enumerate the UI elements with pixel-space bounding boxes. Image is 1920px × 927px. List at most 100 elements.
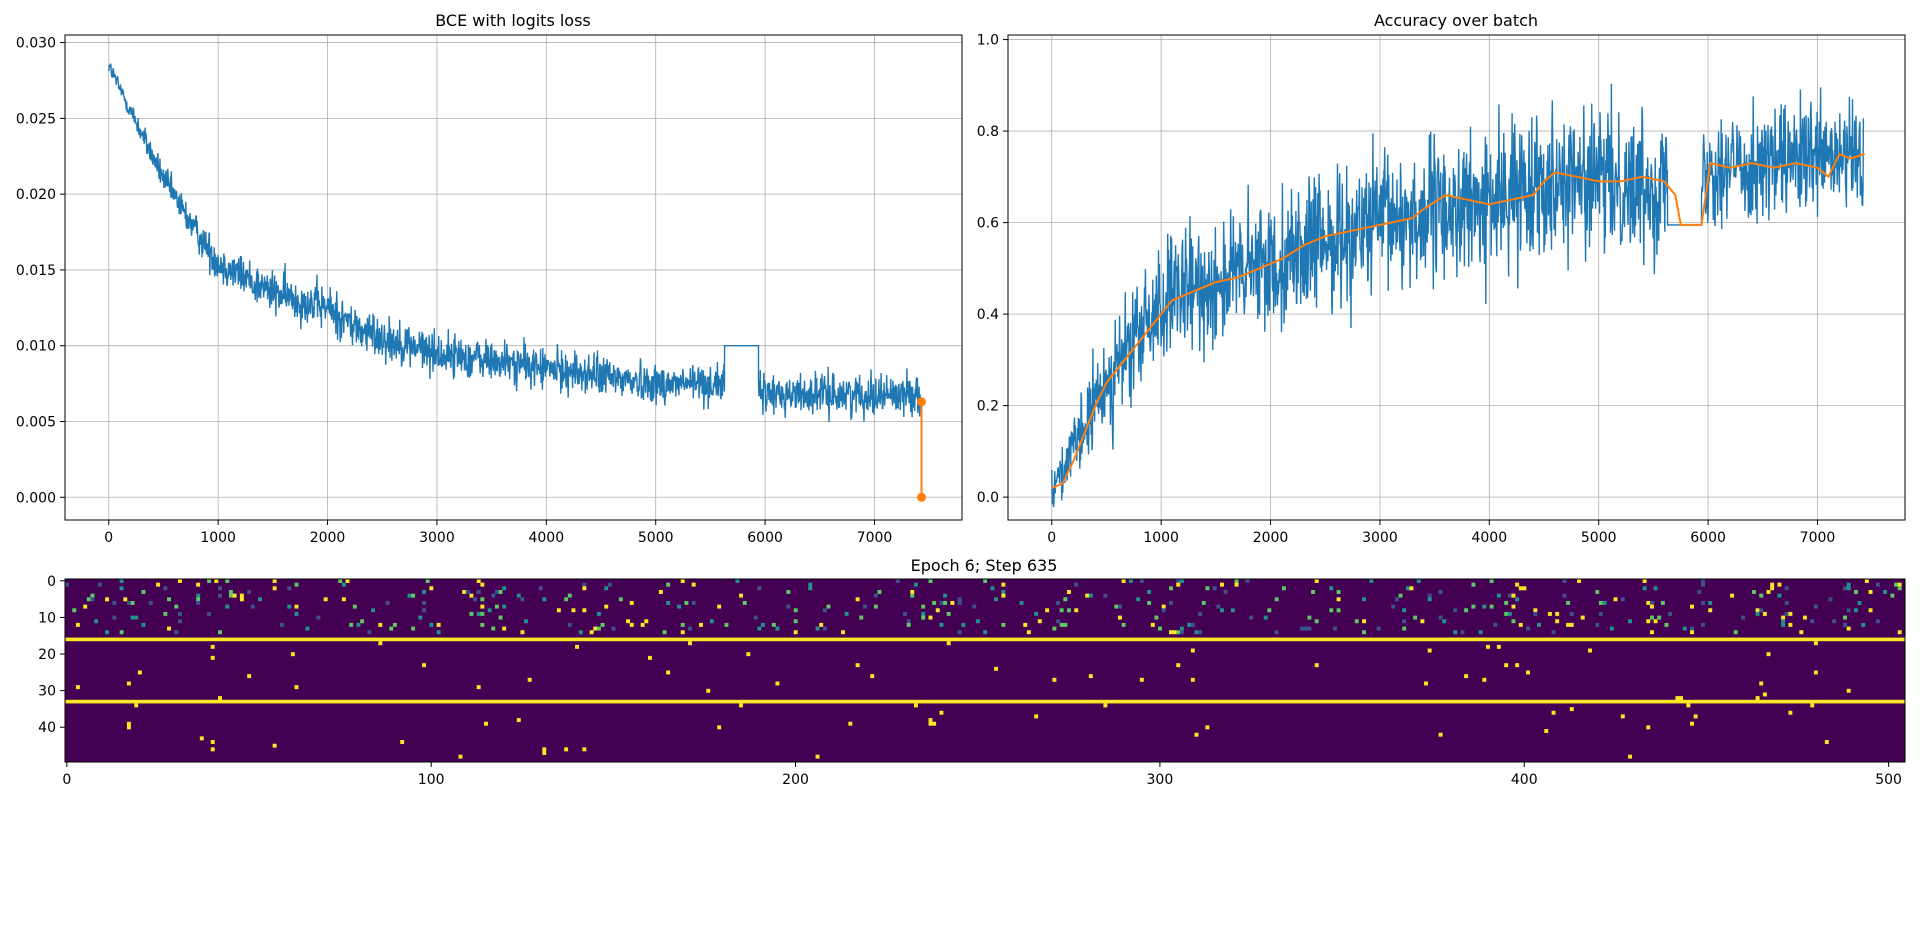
x-tick-label: 3000 — [1362, 530, 1398, 546]
heatmap-cell — [126, 725, 131, 730]
heatmap-cell — [130, 600, 135, 605]
heatmap-cell — [819, 622, 824, 627]
heatmap-cell — [1220, 608, 1224, 613]
heatmap-cell — [1216, 604, 1221, 609]
heatmap-cell — [677, 604, 682, 609]
heatmap-cell — [126, 681, 131, 686]
heatmap-cell — [1580, 615, 1585, 620]
heatmap-cell — [1427, 593, 1432, 598]
heatmap-cell — [385, 600, 390, 605]
heatmap-cell — [1478, 630, 1483, 635]
heatmap-cell — [873, 604, 878, 609]
y-tick-label: 0 — [47, 574, 56, 590]
heatmap-cell — [1843, 622, 1848, 627]
y-tick-label: 20 — [38, 647, 56, 663]
heatmap-cell — [134, 615, 139, 620]
accuracy-chart-grid — [1008, 35, 1905, 520]
heatmap-cell — [134, 703, 139, 708]
y-tick-label: 0.2 — [977, 399, 999, 415]
heatmap-y-axis: 0 10 20 30 40 — [38, 574, 65, 736]
heatmap-cell — [567, 593, 572, 598]
heatmap-cell — [972, 604, 977, 609]
heatmap-cell — [1489, 604, 1494, 609]
heatmap-cell — [1311, 589, 1316, 594]
x-tick-label: 300 — [1147, 772, 1174, 788]
heatmap-cell — [476, 579, 481, 583]
heatmap-cell — [480, 604, 485, 609]
heatmap-cell — [578, 630, 583, 635]
heatmap-cell — [1026, 630, 1031, 635]
heatmap-cell — [1303, 626, 1308, 631]
heatmap-cell — [1649, 630, 1654, 635]
heatmap-cell — [542, 751, 547, 755]
heatmap-cell — [1482, 604, 1487, 609]
heatmap-cell — [1526, 670, 1531, 675]
heatmap-cell — [1245, 579, 1250, 583]
heatmap-cell — [1660, 600, 1665, 605]
heatmap-cell — [1496, 644, 1501, 649]
heatmap-cell — [1595, 622, 1600, 627]
y-tick-label: 0.025 — [16, 111, 56, 127]
heatmap-cell — [1897, 630, 1902, 635]
heatmap-cell — [1653, 619, 1658, 624]
heatmap-cell — [1362, 597, 1367, 602]
heatmap-cell — [1813, 641, 1818, 646]
heatmap-cell — [1781, 619, 1786, 624]
heatmap-cell — [757, 586, 762, 591]
heatmap-cell — [1700, 582, 1705, 587]
heatmap-cell — [1784, 600, 1789, 605]
heatmap-cell — [1897, 582, 1902, 587]
loss-chart-x-axis: 0 1000 2000 3000 4000 5000 6000 7000 — [104, 520, 892, 546]
x-tick-label: 1000 — [1143, 530, 1179, 546]
series-line-noisy — [108, 63, 922, 423]
heatmap-cell — [629, 622, 634, 627]
heatmap-cell — [1001, 582, 1006, 587]
heatmap-cell — [1777, 582, 1782, 587]
series-line-smoothed — [1051, 152, 1865, 489]
heatmap-cell — [480, 582, 485, 587]
heatmap-cell — [163, 586, 168, 591]
heatmap-cell — [600, 622, 605, 627]
heatmap-cell — [1708, 608, 1713, 613]
heatmap-cell — [1482, 677, 1487, 682]
heatmap-cell — [1190, 648, 1195, 653]
heatmap-cell — [775, 681, 780, 686]
heatmap-cell — [1413, 615, 1418, 620]
heatmap-cell — [1518, 586, 1523, 591]
heatmap-cell — [928, 721, 933, 726]
heatmap-cell — [1066, 608, 1071, 613]
heatmap-cell — [1766, 652, 1771, 657]
heatmap-cell — [411, 626, 416, 631]
y-tick-label: 10 — [38, 610, 56, 626]
heatmap-cell — [1730, 593, 1735, 598]
heatmap-cell — [1332, 626, 1337, 631]
heatmap-cell — [177, 619, 182, 624]
heatmap-cell — [1234, 579, 1239, 583]
heatmap-cell — [1609, 626, 1614, 631]
heatmap-cell — [607, 582, 612, 587]
heatmap-cell — [1274, 630, 1279, 635]
heatmap-cell — [1485, 644, 1490, 649]
heatmap-cell — [1063, 622, 1068, 627]
heatmap-cell — [935, 608, 940, 613]
heatmap-cell — [1547, 611, 1552, 616]
heatmap-cell — [1150, 622, 1155, 627]
heatmap-cell — [1846, 688, 1851, 693]
heatmap-cell — [1566, 600, 1571, 605]
heatmap-cell — [1198, 611, 1203, 616]
heatmap-cell — [352, 604, 357, 609]
heatmap-cell — [1762, 692, 1767, 697]
heatmap-cell — [877, 589, 882, 594]
heatmap-cell — [1019, 600, 1024, 605]
heatmap-cell — [1114, 604, 1119, 609]
heatmap-cell — [921, 615, 926, 620]
heatmap-cell — [527, 677, 532, 682]
heatmap-cell — [1544, 729, 1549, 734]
heatmap-cell — [1059, 608, 1064, 613]
heatmap-cell — [494, 604, 499, 609]
heatmap-cell — [1023, 622, 1028, 627]
x-tick-label: 0 — [1047, 530, 1056, 546]
heatmap-cell — [196, 582, 201, 587]
heatmap-cell — [1267, 608, 1272, 613]
heatmap-cell — [950, 600, 955, 605]
